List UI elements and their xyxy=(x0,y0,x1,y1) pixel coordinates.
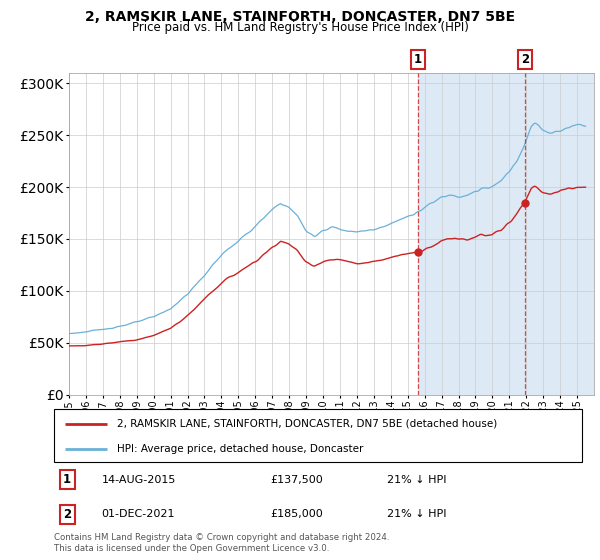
Text: 01-DEC-2021: 01-DEC-2021 xyxy=(101,510,175,519)
Text: 2: 2 xyxy=(521,53,529,66)
Text: 21% ↓ HPI: 21% ↓ HPI xyxy=(386,510,446,519)
Text: 2, RAMSKIR LANE, STAINFORTH, DONCASTER, DN7 5BE (detached house): 2, RAMSKIR LANE, STAINFORTH, DONCASTER, … xyxy=(118,419,497,429)
Text: 21% ↓ HPI: 21% ↓ HPI xyxy=(386,475,446,484)
Text: £137,500: £137,500 xyxy=(271,475,323,484)
Text: Price paid vs. HM Land Registry's House Price Index (HPI): Price paid vs. HM Land Registry's House … xyxy=(131,21,469,34)
Text: 1: 1 xyxy=(63,473,71,486)
Text: 14-AUG-2015: 14-AUG-2015 xyxy=(101,475,176,484)
Text: £185,000: £185,000 xyxy=(271,510,323,519)
Text: Contains HM Land Registry data © Crown copyright and database right 2024.
This d: Contains HM Land Registry data © Crown c… xyxy=(54,533,389,553)
Bar xyxy=(418,73,594,395)
Text: 2, RAMSKIR LANE, STAINFORTH, DONCASTER, DN7 5BE: 2, RAMSKIR LANE, STAINFORTH, DONCASTER, … xyxy=(85,10,515,24)
FancyBboxPatch shape xyxy=(54,409,582,462)
Text: 2: 2 xyxy=(63,508,71,521)
Text: 1: 1 xyxy=(414,53,422,66)
Text: HPI: Average price, detached house, Doncaster: HPI: Average price, detached house, Donc… xyxy=(118,444,364,454)
